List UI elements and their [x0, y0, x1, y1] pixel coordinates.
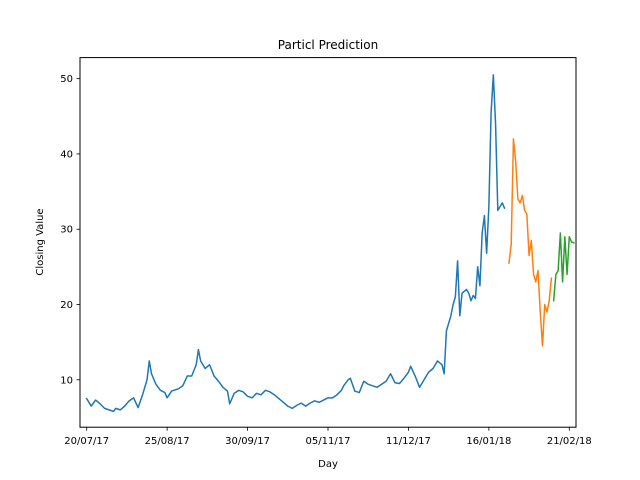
x-axis: 20/07/17 25/08/17 30/09/17 05/11/17 11/12/17…: [64, 427, 592, 447]
y-tick-label: 30: [60, 225, 73, 236]
y-tick-label: 10: [60, 375, 73, 386]
y-tick-label: 40: [60, 149, 73, 160]
x-tick-label: 30/09/17: [225, 436, 270, 447]
series-line-1: [85, 74, 506, 413]
y-axis: 10 20 30 40 50: [60, 74, 80, 386]
series-line-3: [552, 232, 575, 302]
x-axis-label: Day: [318, 459, 338, 470]
x-tick-label: 16/01/18: [466, 436, 511, 447]
x-tick-label: 20/07/17: [64, 436, 109, 447]
x-tick-label: 11/12/17: [386, 436, 431, 447]
chart-title: Particl Prediction: [278, 38, 378, 52]
series-layer: [85, 74, 575, 413]
series-line-2: [508, 138, 553, 347]
y-tick-label: 20: [60, 300, 73, 311]
x-tick-label: 25/08/17: [145, 436, 190, 447]
y-axis-label: Closing Value: [35, 208, 46, 275]
x-tick-label: 21/02/18: [547, 436, 592, 447]
y-tick-label: 50: [60, 74, 73, 85]
x-tick-label: 05/11/17: [306, 436, 351, 447]
